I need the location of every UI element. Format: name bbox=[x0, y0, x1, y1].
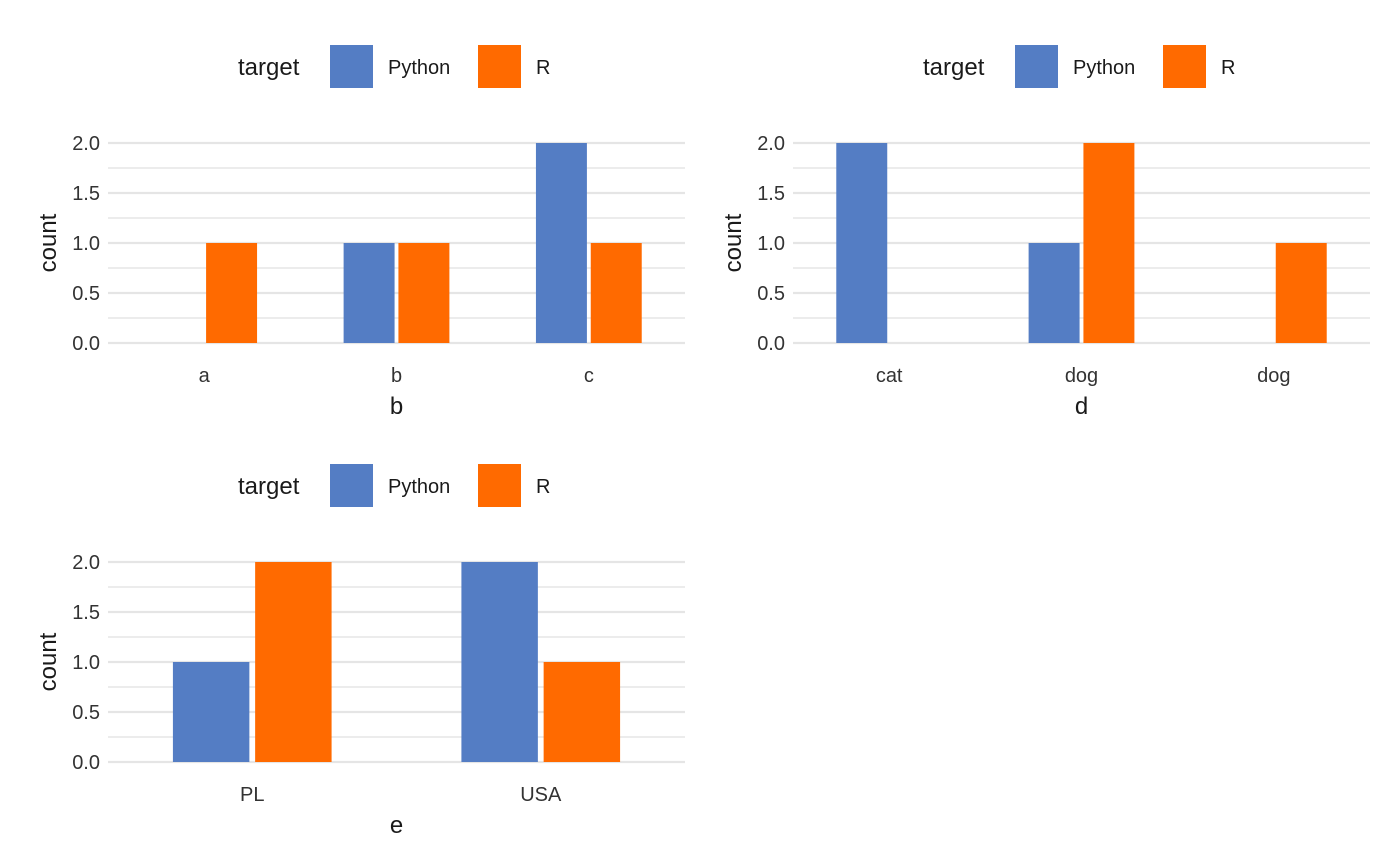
legend-swatch-python bbox=[1015, 45, 1058, 88]
x-tick-label: dog bbox=[1257, 365, 1290, 387]
chart-panel-2: target Python R 0.0 0.5 1.0 1.5 2.0 count cat dog d… bbox=[720, 45, 1370, 420]
x-tick-label: c bbox=[584, 365, 594, 387]
y-tick-label: 1.0 bbox=[757, 233, 785, 255]
x-axis-title: b bbox=[390, 393, 403, 420]
x-tick-label: cat bbox=[876, 365, 903, 387]
bar-python-2 bbox=[1028, 243, 1080, 343]
y-tick-label: 0.0 bbox=[72, 752, 100, 774]
bar-r-2 bbox=[543, 662, 621, 762]
bar-r-3 bbox=[1275, 243, 1327, 343]
y-tick-label: 2.0 bbox=[757, 133, 785, 155]
y-tick-label: 1.0 bbox=[72, 233, 100, 255]
y-axis-title: count bbox=[35, 632, 62, 691]
legend-label-python: Python bbox=[1073, 57, 1135, 79]
x-axis-title: e bbox=[390, 812, 403, 839]
x-tick-label: b bbox=[391, 365, 402, 387]
x-axis-title: d bbox=[1075, 393, 1088, 420]
legend-title: target bbox=[923, 54, 985, 81]
bar-r-2 bbox=[398, 243, 450, 343]
x-tick-label: a bbox=[199, 365, 211, 387]
y-tick-label: 0.5 bbox=[72, 283, 100, 305]
legend: target Python R bbox=[923, 45, 1235, 88]
legend-swatch-r bbox=[478, 45, 521, 88]
legend-label-python: Python bbox=[388, 57, 450, 79]
legend-label-python: Python bbox=[388, 476, 450, 498]
bar-r-3 bbox=[590, 243, 642, 343]
chart-panel-3: target Python R 0.0 0.5 1.0 1.5 2.0 count PL USA e bbox=[35, 464, 685, 839]
legend-swatch-r bbox=[1163, 45, 1206, 88]
y-tick-label: 1.5 bbox=[757, 183, 785, 205]
legend-swatch-python bbox=[330, 464, 373, 507]
y-tick-label: 2.0 bbox=[72, 133, 100, 155]
legend-label-r: R bbox=[536, 476, 550, 498]
bars bbox=[836, 143, 1327, 343]
y-tick-label: 1.0 bbox=[72, 652, 100, 674]
y-tick-label: 0.5 bbox=[72, 702, 100, 724]
legend-title: target bbox=[238, 54, 300, 81]
y-tick-label: 2.0 bbox=[72, 552, 100, 574]
bar-python-2 bbox=[461, 562, 538, 762]
y-axis-title: count bbox=[35, 213, 62, 272]
legend-label-r: R bbox=[1221, 57, 1235, 79]
bars bbox=[206, 143, 642, 343]
x-tick-label: dog bbox=[1065, 365, 1098, 387]
bar-r-2 bbox=[1083, 143, 1135, 343]
y-axis-title: count bbox=[720, 213, 747, 272]
x-tick-label: USA bbox=[520, 784, 562, 806]
bar-r-1 bbox=[255, 562, 332, 762]
bar-python-1 bbox=[836, 143, 888, 343]
legend-label-r: R bbox=[536, 57, 550, 79]
gridlines bbox=[108, 141, 685, 345]
bars bbox=[172, 562, 621, 762]
gridlines bbox=[793, 141, 1370, 345]
y-tick-label: 0.0 bbox=[72, 333, 100, 355]
x-tick-label: PL bbox=[240, 784, 264, 806]
chart-panel-1: target Python R 0.0 0.5 1.0 1.5 2.0 count a b c b bbox=[35, 45, 685, 420]
bar-python-2 bbox=[343, 243, 395, 343]
legend-swatch-python bbox=[330, 45, 373, 88]
legend: target Python R bbox=[238, 464, 550, 507]
y-tick-label: 1.5 bbox=[72, 602, 100, 624]
bar-python-1 bbox=[172, 662, 250, 762]
y-tick-label: 1.5 bbox=[72, 183, 100, 205]
legend: target Python R bbox=[238, 45, 550, 88]
legend-title: target bbox=[238, 473, 300, 500]
bar-r-1 bbox=[206, 243, 258, 343]
legend-swatch-r bbox=[478, 464, 521, 507]
y-tick-label: 0.0 bbox=[757, 333, 785, 355]
bar-python-3 bbox=[535, 143, 587, 343]
y-tick-label: 0.5 bbox=[757, 283, 785, 305]
